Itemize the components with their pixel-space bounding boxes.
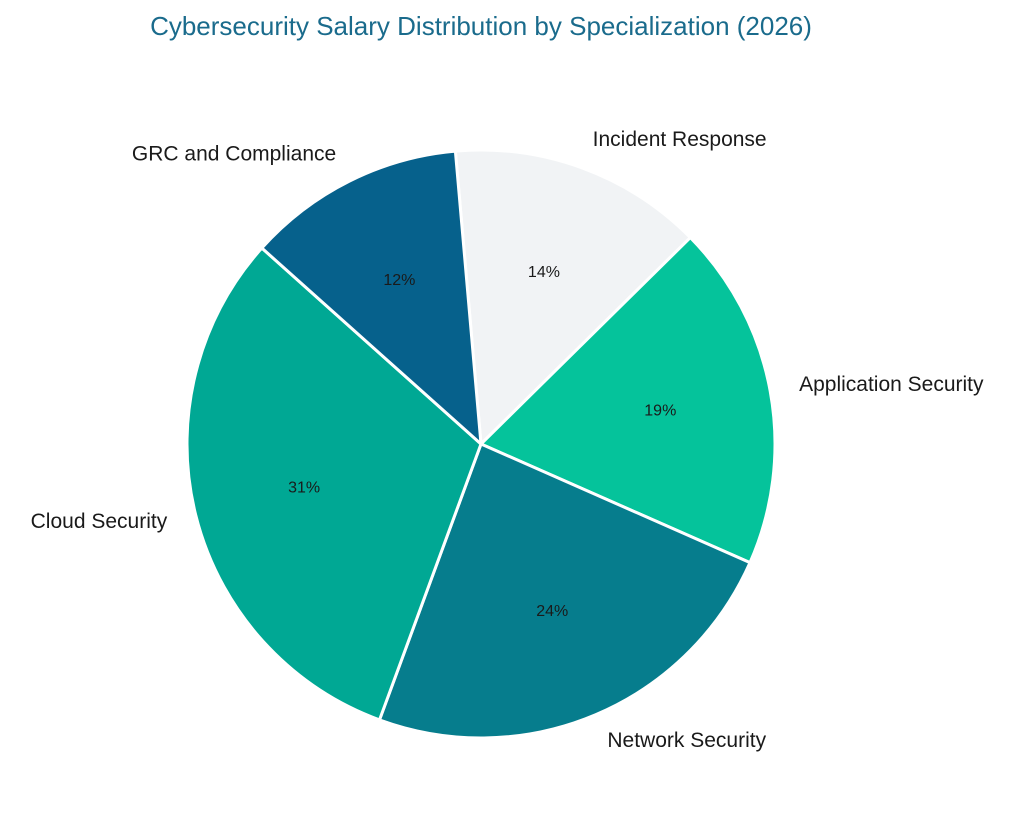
pct-label-application-security: 19% — [644, 402, 676, 419]
pct-label-grc-and-compliance: 12% — [383, 272, 415, 289]
pct-label-network-security: 24% — [536, 603, 568, 620]
category-label-cloud-security: Cloud Security — [31, 510, 168, 533]
pie-slice-network-security — [377, 442, 752, 740]
category-label-grc-and-compliance: GRC and Compliance — [132, 142, 336, 165]
pie-slice-cloud-security — [185, 246, 483, 722]
percent-labels: 14% 19% 24% 31% 12% — [288, 264, 676, 620]
pct-label-cloud-security: 31% — [288, 479, 320, 496]
pie-slice-incident-response — [453, 148, 692, 446]
pie-slice-application-security — [479, 236, 777, 565]
pie-slice-grc-and-compliance — [260, 149, 483, 446]
category-labels: Incident Response Application Security Net… — [31, 128, 984, 752]
category-label-network-security: Network Security — [607, 729, 766, 752]
pct-label-incident-response: 14% — [528, 264, 560, 281]
chart-title: Cybersecurity Salary Distribution by Spe… — [150, 11, 812, 41]
category-label-application-security: Application Security — [799, 373, 984, 396]
pie-slices — [185, 148, 777, 740]
category-label-incident-response: Incident Response — [593, 128, 767, 151]
